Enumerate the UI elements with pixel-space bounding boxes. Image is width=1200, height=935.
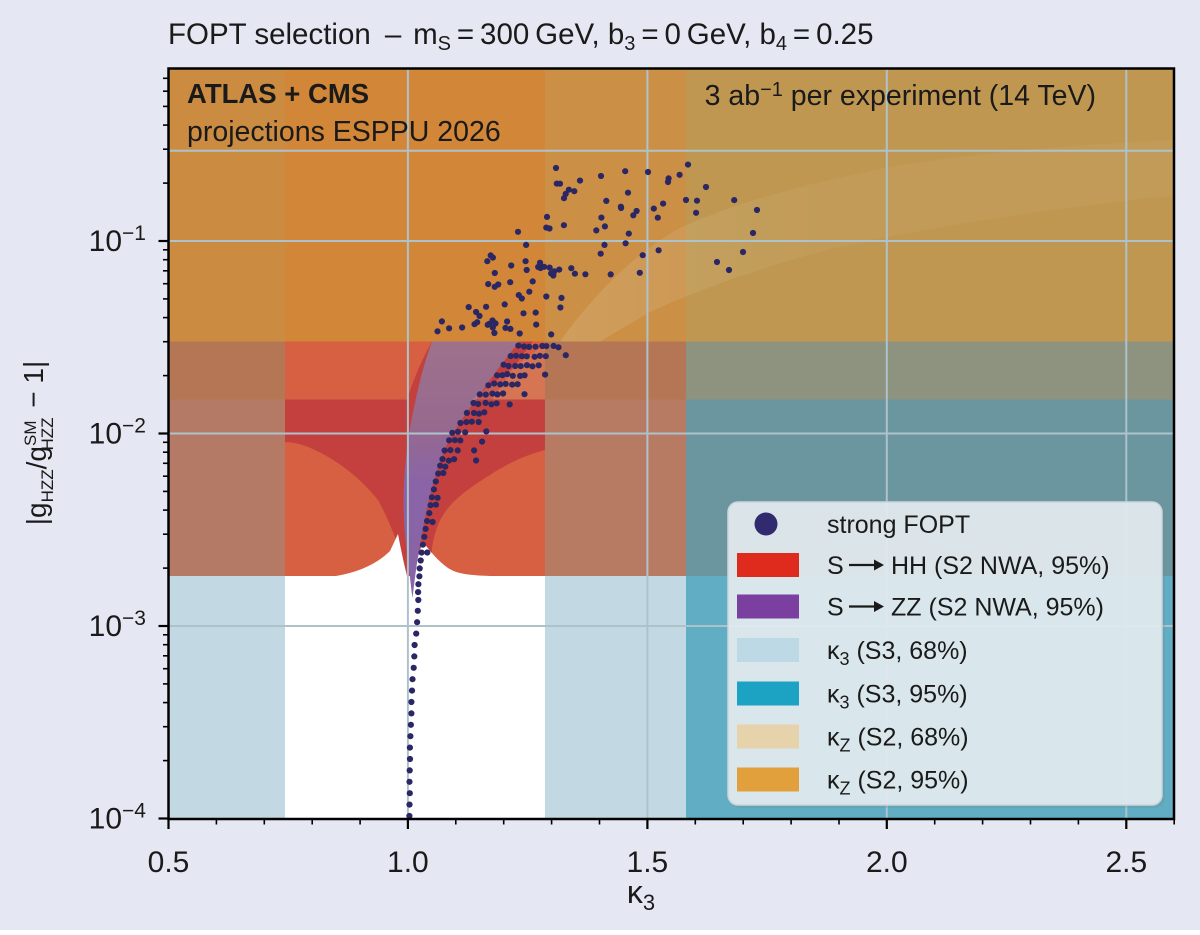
svg-text:1.0: 1.0 xyxy=(387,846,429,879)
svg-text:ZZ (S2 NWA, 95%): ZZ (S2 NWA, 95%) xyxy=(891,594,1104,622)
svg-text:κ3 (S3, 68%): κ3 (S3, 68%) xyxy=(827,637,968,669)
svg-text:S: S xyxy=(827,552,844,580)
svg-text:κZ (S2, 68%): κZ (S2, 68%) xyxy=(827,724,969,756)
svg-text:FOPT selection – mS = 300 Ge: FOPT selection – mS = 300 GeV, b3 = 0 Ge… xyxy=(168,18,874,55)
svg-text:1.5: 1.5 xyxy=(627,846,669,879)
svg-text:S: S xyxy=(827,594,844,622)
svg-text:strong FOPT: strong FOPT xyxy=(827,511,970,539)
svg-text:0.5: 0.5 xyxy=(148,846,190,879)
svg-text:|gHZZ/gSMHZZ − 1|: |gHZZ/gSMHZZ − 1| xyxy=(18,361,57,526)
svg-text:HH (S2 NWA, 95%): HH (S2 NWA, 95%) xyxy=(891,552,1110,580)
svg-text:2.5: 2.5 xyxy=(1105,846,1147,879)
svg-text:κZ (S2, 95%): κZ (S2, 95%) xyxy=(827,767,969,799)
svg-text:2.0: 2.0 xyxy=(866,846,908,879)
svg-text:κ3 (S3, 95%): κ3 (S3, 95%) xyxy=(827,681,968,713)
svg-text:projections ESPPU 2026: projections ESPPU 2026 xyxy=(187,116,501,148)
svg-text:ATLAS + CMS: ATLAS + CMS xyxy=(187,78,369,109)
